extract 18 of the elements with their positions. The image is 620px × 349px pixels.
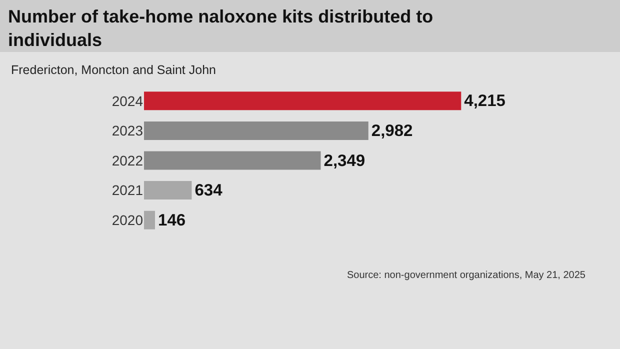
data-label: 4,215 — [464, 91, 506, 110]
data-label: 634 — [194, 180, 224, 200]
data-label: 146 — [158, 210, 186, 230]
y-tick-label: 2024 — [112, 92, 144, 109]
y-tick-label: 2023 — [112, 122, 144, 139]
y-tick-label: 2022 — [112, 152, 144, 168]
bar — [144, 181, 192, 200]
bar — [144, 121, 368, 140]
chart-subtitle: Fredericton, Moncton and Saint John — [11, 63, 216, 77]
bar — [144, 92, 462, 110]
bar — [144, 210, 155, 230]
y-tick-label: 2021 — [112, 182, 144, 198]
y-tick-label: 2020 — [112, 212, 144, 228]
chart-title: Number of take-home naloxone kits distributed to individuals — [8, 6, 434, 50]
data-label: 2,349 — [324, 150, 366, 170]
source-note: Source: non-government organizations, May 21, 2025 — [347, 270, 586, 281]
data-label: 2,982 — [371, 121, 413, 140]
bar — [144, 151, 321, 170]
